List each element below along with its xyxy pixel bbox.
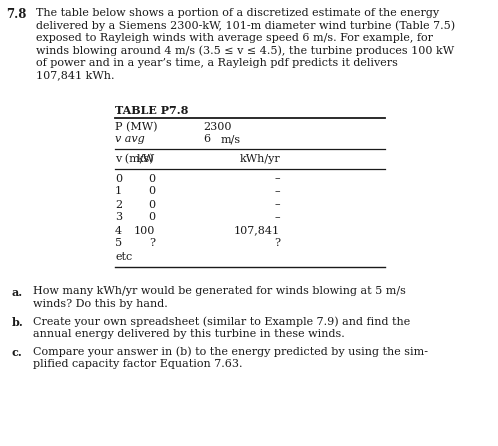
Text: 3: 3 [115,212,122,223]
Text: 5: 5 [115,239,122,248]
Text: kWh/yr: kWh/yr [239,154,280,164]
Text: Compare your answer in (b) to the energy predicted by using the sim-: Compare your answer in (b) to the energy… [33,347,428,357]
Text: of power and in a year’s time, a Rayleigh pdf predicts it delivers: of power and in a year’s time, a Rayleig… [36,58,398,68]
Text: –: – [274,212,280,223]
Text: winds blowing around 4 m/s (3.5 ≤ v ≤ 4.5), the turbine produces 100 kW: winds blowing around 4 m/s (3.5 ≤ v ≤ 4.… [36,45,454,56]
Text: 100: 100 [133,226,155,235]
Text: 0: 0 [148,173,155,183]
Text: 7.8: 7.8 [6,8,26,21]
Text: 107,841: 107,841 [234,226,280,235]
Text: ?: ? [274,239,280,248]
Text: a.: a. [12,286,23,297]
Text: 107,841 kWh.: 107,841 kWh. [36,70,115,80]
Text: The table below shows a portion of a discretized estimate of the energy: The table below shows a portion of a dis… [36,8,439,18]
Text: How many kWh/yr would be generated for winds blowing at 5 m/s: How many kWh/yr would be generated for w… [33,286,406,297]
Text: –: – [274,173,280,183]
Text: etc: etc [115,252,132,261]
Text: plified capacity factor Equation 7.63.: plified capacity factor Equation 7.63. [33,359,243,369]
Text: –: – [274,199,280,210]
Text: P (MW): P (MW) [115,122,157,132]
Text: v (m/s): v (m/s) [115,154,153,164]
Text: 2: 2 [115,199,122,210]
Text: Create your own spreadsheet (similar to Example 7.9) and find the: Create your own spreadsheet (similar to … [33,317,410,327]
Text: 0: 0 [148,199,155,210]
Text: ?: ? [149,239,155,248]
Text: 1: 1 [115,186,122,197]
Text: 2300: 2300 [203,122,232,132]
Text: –: – [274,186,280,197]
Text: 4: 4 [115,226,122,235]
Text: b.: b. [12,317,24,327]
Text: m/s: m/s [221,135,241,145]
Text: 6: 6 [203,135,210,145]
Text: winds? Do this by hand.: winds? Do this by hand. [33,299,168,309]
Text: annual energy delivered by this turbine in these winds.: annual energy delivered by this turbine … [33,329,345,339]
Text: v avg: v avg [115,135,145,145]
Text: 0: 0 [115,173,122,183]
Text: 0: 0 [148,212,155,223]
Text: kW: kW [137,154,155,164]
Text: 0: 0 [148,186,155,197]
Text: delivered by a Siemens 2300-kW, 101-m diameter wind turbine (Table 7.5): delivered by a Siemens 2300-kW, 101-m di… [36,21,455,31]
Text: c.: c. [12,347,23,358]
Text: exposed to Rayleigh winds with average speed 6 m/s. For example, for: exposed to Rayleigh winds with average s… [36,33,433,43]
Text: TABLE P7.8: TABLE P7.8 [115,105,188,116]
